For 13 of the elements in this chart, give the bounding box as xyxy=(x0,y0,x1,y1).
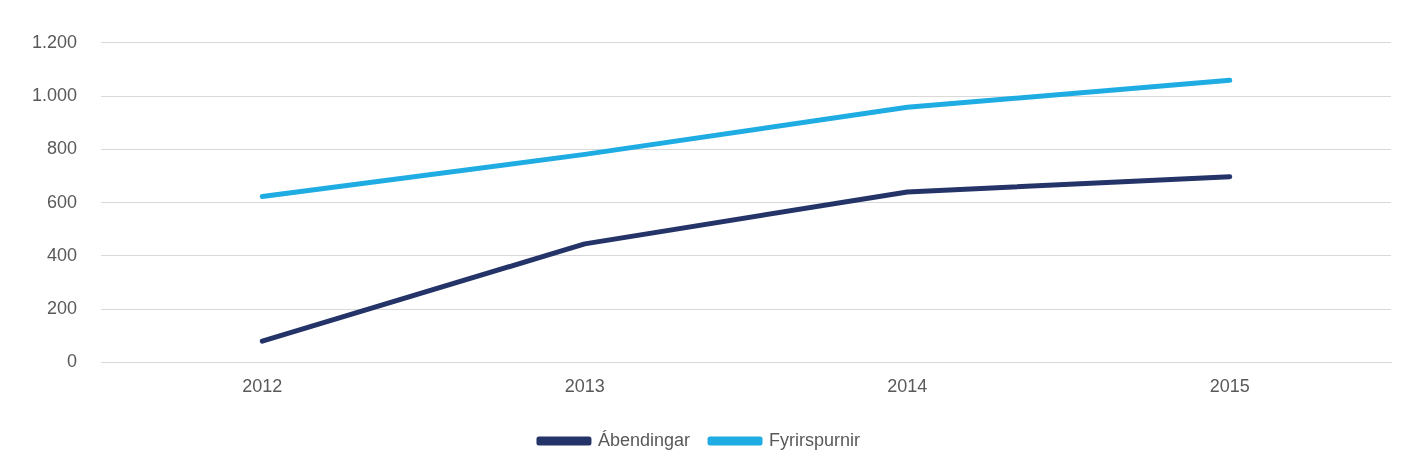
y-tick-label: 1.200 xyxy=(32,31,78,52)
y-tick-label: 800 xyxy=(47,138,78,159)
y-tick-label: 200 xyxy=(47,298,78,319)
legend-label: Ábendingar xyxy=(597,429,691,450)
y-tick-label: 0 xyxy=(67,351,78,372)
x-tick-label: 2015 xyxy=(1209,376,1250,397)
x-tick-label: 2012 xyxy=(242,376,283,397)
legend-label: Fyrirspurnir xyxy=(769,429,861,450)
x-tick-label: 2014 xyxy=(887,376,928,397)
x-tick-label: 2013 xyxy=(564,376,605,397)
y-tick-label: 1.000 xyxy=(32,85,78,106)
y-tick-label: 600 xyxy=(47,191,78,212)
y-tick-label: 400 xyxy=(47,244,78,265)
